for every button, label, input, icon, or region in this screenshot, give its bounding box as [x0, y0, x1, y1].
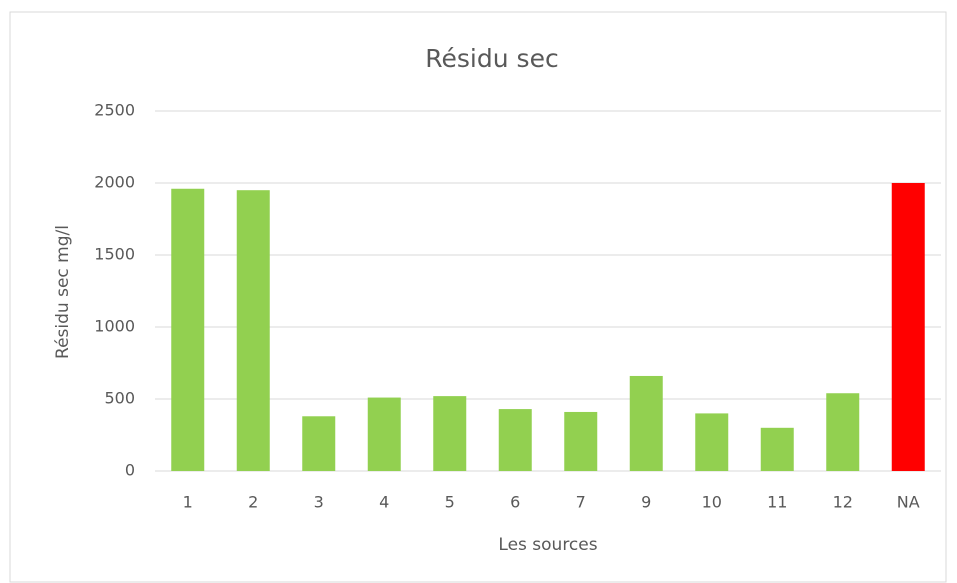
- bar: [302, 416, 336, 471]
- x-tick-label: 7: [576, 493, 586, 512]
- x-tick-label: 11: [767, 493, 787, 512]
- bar: [629, 375, 663, 471]
- x-tick-label: 6: [510, 493, 520, 512]
- x-tick-label: 1: [183, 493, 193, 512]
- bar: [695, 413, 729, 471]
- x-tick-label: 10: [702, 493, 722, 512]
- x-tick-label: NA: [897, 493, 920, 512]
- x-tick-label: 5: [445, 493, 455, 512]
- y-tick-label: 2500: [94, 101, 135, 120]
- x-tick-label: 2: [248, 493, 258, 512]
- y-tick-label: 2000: [94, 173, 135, 192]
- bar: [171, 188, 205, 471]
- bar: [564, 411, 598, 471]
- x-tick-label: 4: [379, 493, 389, 512]
- x-axis-title: Les sources: [498, 535, 597, 555]
- chart-frame: [9, 11, 947, 583]
- bar: [891, 183, 925, 471]
- y-tick-label: 1500: [94, 245, 135, 264]
- chart-title: Résidu sec: [425, 44, 558, 73]
- bar: [433, 396, 467, 471]
- bar: [760, 427, 794, 471]
- y-tick-label: 500: [104, 389, 135, 408]
- y-axis-title: Résidu sec mg/l: [53, 225, 73, 359]
- x-tick-label: 3: [314, 493, 324, 512]
- x-tick-label: 12: [833, 493, 853, 512]
- y-tick-label: 0: [125, 461, 135, 480]
- y-tick-label: 1000: [94, 317, 135, 336]
- bar: [236, 190, 270, 471]
- bar: [498, 409, 532, 471]
- bar: [826, 393, 860, 471]
- bar: [367, 397, 401, 471]
- x-tick-label: 9: [641, 493, 651, 512]
